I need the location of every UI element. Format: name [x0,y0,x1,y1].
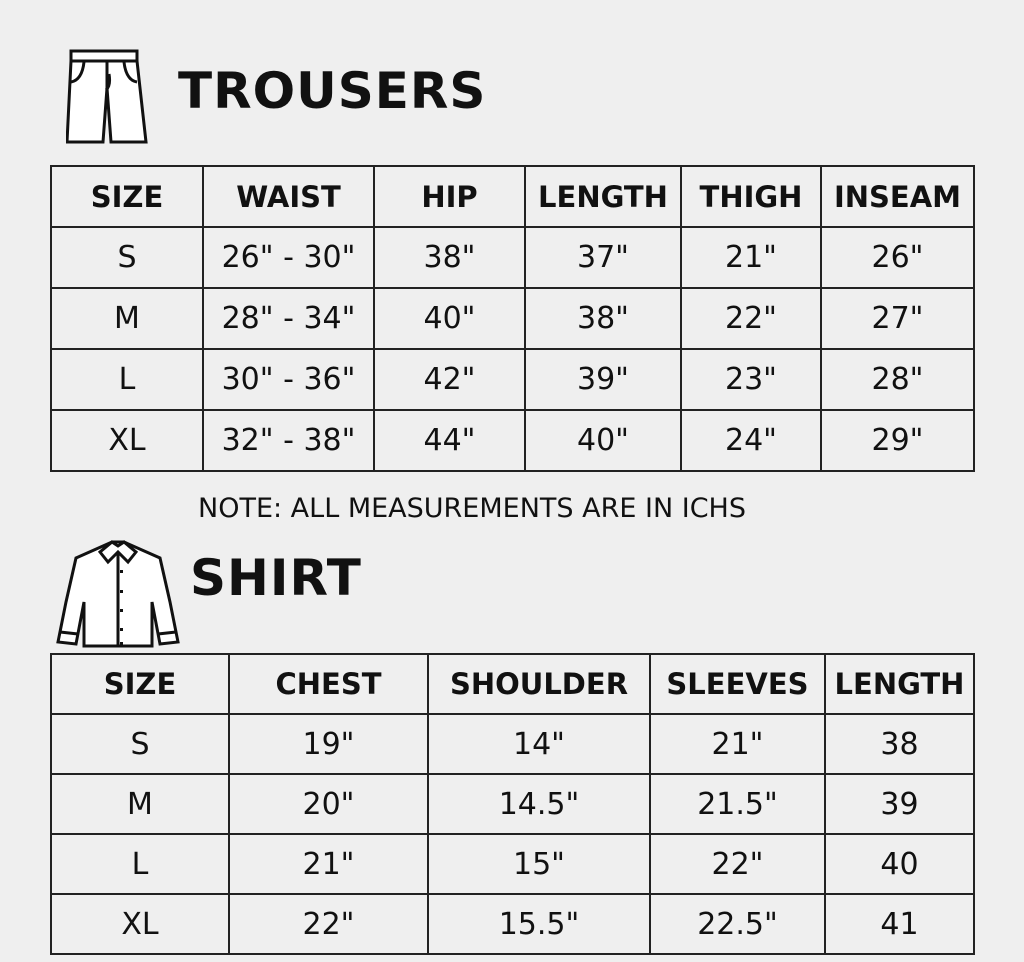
table-cell: 26" [820,226,975,289]
header-cell: INSEAM [820,165,975,228]
table-row: S 19" 14" 21" 38 [50,713,975,775]
table-cell: 19" [228,713,429,775]
table-cell: 44" [373,409,526,472]
trousers-size-table: SIZE WAIST HIP LENGTH THIGH INSEAM S 26" … [50,165,975,472]
header-cell: SIZE [50,653,230,715]
table-cell: 14.5" [427,773,651,835]
header-cell: SIZE [50,165,204,228]
table-cell: 26" - 30" [202,226,375,289]
table-cell: 27" [820,287,975,350]
table-row: L 21" 15" 22" 40 [50,833,975,895]
header-cell: LENGTH [524,165,682,228]
table-row: XL 22" 15.5" 22.5" 41 [50,893,975,955]
table-cell: 23" [680,348,822,411]
table-cell: 28" [820,348,975,411]
shirt-size-table: SIZE CHEST SHOULDER SLEEVES LENGTH S 19" 1… [50,653,975,955]
shirt-title: SHIRT [190,549,362,607]
table-row: L 30" - 36" 42" 39" 23" 28" [50,348,975,411]
table-cell: 14" [427,713,651,775]
table-row: S 26" - 30" 38" 37" 21" 26" [50,226,975,289]
table-cell: 28" - 34" [202,287,375,350]
trousers-title: TROUSERS [178,62,487,120]
table-cell: 22" [228,893,429,955]
table-cell: 37" [524,226,682,289]
table-cell: 38" [524,287,682,350]
table-cell: S [50,226,204,289]
table-cell: XL [50,893,230,955]
table-cell: 40" [373,287,526,350]
table-cell: M [50,773,230,835]
header-cell: WAIST [202,165,375,228]
table-cell: M [50,287,204,350]
header-cell: THIGH [680,165,822,228]
table-cell: 22" [649,833,826,895]
header-cell: SLEEVES [649,653,826,715]
header-cell: CHEST [228,653,429,715]
table-cell: 38" [373,226,526,289]
measurement-note: NOTE: ALL MEASUREMENTS ARE IN ICHS [198,493,747,524]
table-cell: 21" [228,833,429,895]
table-cell: 21" [680,226,822,289]
table-cell: 30" - 36" [202,348,375,411]
shirt-icon [56,540,180,648]
table-cell: 39 [824,773,975,835]
header-cell: HIP [373,165,526,228]
table-header-row: SIZE WAIST HIP LENGTH THIGH INSEAM [50,165,975,228]
table-cell: 42" [373,348,526,411]
table-cell: 38 [824,713,975,775]
table-cell: L [50,833,230,895]
table-cell: 41 [824,893,975,955]
table-cell: 40" [524,409,682,472]
header-cell: SHOULDER [427,653,651,715]
header-cell: LENGTH [824,653,975,715]
table-cell: S [50,713,230,775]
table-cell: 24" [680,409,822,472]
table-cell: 15" [427,833,651,895]
table-row: XL 32" - 38" 44" 40" 24" 29" [50,409,975,472]
table-cell: 21.5" [649,773,826,835]
table-cell: 20" [228,773,429,835]
table-row: M 20" 14.5" 21.5" 39 [50,773,975,835]
table-cell: 21" [649,713,826,775]
table-cell: 29" [820,409,975,472]
table-cell: XL [50,409,204,472]
table-cell: 15.5" [427,893,651,955]
trousers-icon [66,49,148,144]
table-row: M 28" - 34" 40" 38" 22" 27" [50,287,975,350]
table-cell: 39" [524,348,682,411]
table-cell: 32" - 38" [202,409,375,472]
table-cell: 22.5" [649,893,826,955]
table-cell: 40 [824,833,975,895]
table-header-row: SIZE CHEST SHOULDER SLEEVES LENGTH [50,653,975,715]
table-cell: 22" [680,287,822,350]
table-cell: L [50,348,204,411]
